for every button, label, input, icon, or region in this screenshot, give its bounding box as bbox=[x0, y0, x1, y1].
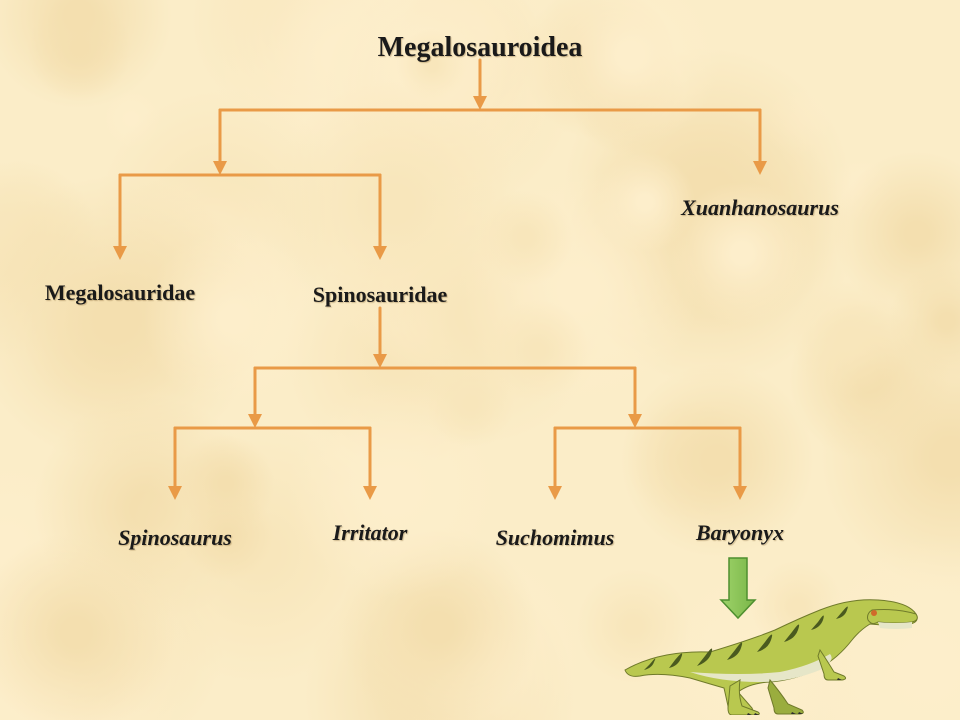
node-suchomimus: Suchomimus bbox=[496, 525, 615, 551]
baryonyx-illustration-icon bbox=[620, 580, 920, 715]
node-megalosauridae: Megalosauridae bbox=[45, 280, 195, 306]
node-root: Megalosauroidea bbox=[378, 32, 583, 64]
node-spinosauridae: Spinosauridae bbox=[313, 282, 448, 308]
node-baryonyx: Baryonyx bbox=[696, 520, 784, 546]
node-spinosaurus: Spinosaurus bbox=[118, 525, 232, 551]
node-irritator: Irritator bbox=[333, 520, 408, 546]
node-xuanhanosaurus: Xuanhanosaurus bbox=[681, 195, 839, 221]
